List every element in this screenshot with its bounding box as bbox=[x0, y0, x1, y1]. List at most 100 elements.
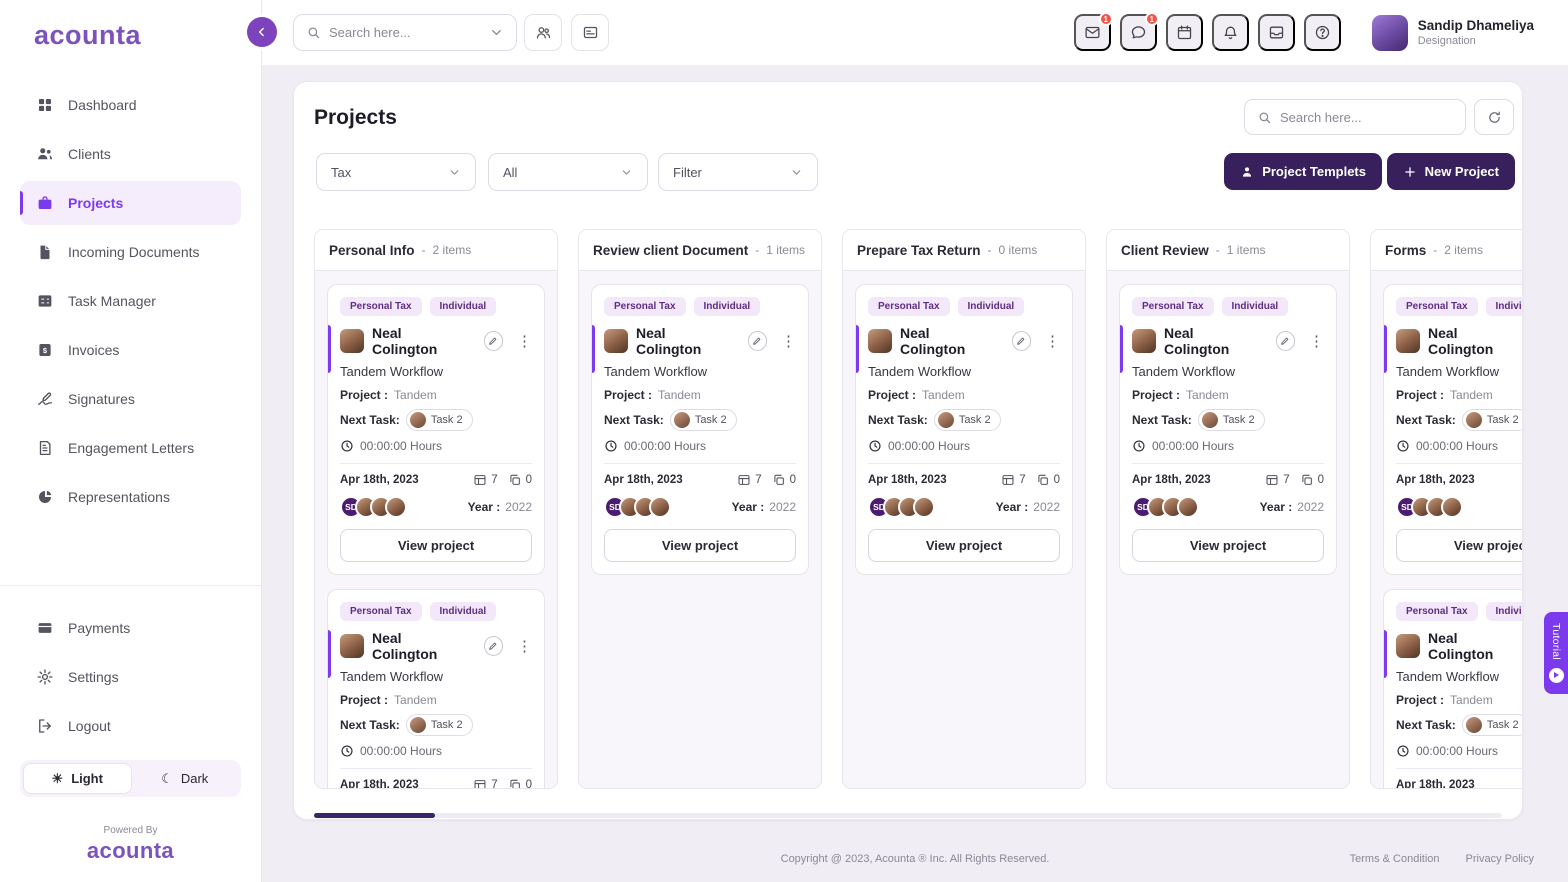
assignee-avatars: SD bbox=[868, 496, 935, 518]
help-button[interactable] bbox=[1303, 14, 1341, 51]
sidebar-item-logout[interactable]: Logout bbox=[20, 704, 241, 748]
sidebar-item-task-manager[interactable]: Task Manager bbox=[20, 279, 241, 323]
kanban-column: Client Review - 1 items Personal Tax Ind… bbox=[1106, 229, 1350, 789]
view-project-button[interactable]: View project bbox=[340, 529, 532, 562]
kebab-menu-icon[interactable]: ⋮ bbox=[1045, 332, 1060, 350]
chat-button[interactable]: 1 bbox=[1119, 12, 1159, 51]
bell-button[interactable] bbox=[1211, 14, 1249, 51]
edit-icon[interactable] bbox=[1275, 331, 1295, 351]
column-separator: - bbox=[1215, 243, 1220, 257]
hours-value: 00:00:00 Hours bbox=[1416, 439, 1499, 453]
next-task-pill[interactable]: Task 2 bbox=[405, 714, 473, 736]
view-project-button[interactable]: View project bbox=[1396, 529, 1522, 562]
edit-icon[interactable] bbox=[483, 636, 503, 656]
terms-link[interactable]: Terms & Condition bbox=[1349, 853, 1440, 865]
projects-search-input[interactable] bbox=[1280, 109, 1453, 125]
copy-icon bbox=[508, 473, 522, 487]
sidebar-item-representations[interactable]: Representations bbox=[20, 475, 241, 519]
sidebar-item-settings[interactable]: Settings bbox=[20, 655, 241, 699]
view-project-button[interactable]: View project bbox=[1132, 529, 1324, 562]
next-task-pill[interactable]: Task 2 bbox=[1197, 409, 1265, 431]
edit-icon[interactable] bbox=[483, 331, 503, 351]
project-card: Personal Tax Individual Neal Colington ⋮… bbox=[327, 589, 545, 788]
chevron-down-icon[interactable] bbox=[489, 25, 504, 40]
documents-count: 7 bbox=[1019, 474, 1026, 486]
user-name: Sandip Dhameliya bbox=[1417, 18, 1534, 33]
column-body: Personal Tax Individual Neal Colington ⋮… bbox=[1107, 271, 1349, 588]
next-task-pill[interactable]: Task 2 bbox=[933, 409, 1001, 431]
sidebar-item-projects[interactable]: Projects bbox=[20, 181, 241, 225]
theme-light-option[interactable]: ☀ Light bbox=[23, 763, 132, 794]
tax-filter-select[interactable]: Tax bbox=[316, 153, 476, 191]
tax-filter-value: Tax bbox=[331, 164, 352, 180]
documents-count: 7 bbox=[755, 474, 762, 486]
card-accent-bar bbox=[1120, 325, 1123, 373]
next-task-pill[interactable]: Task 2 bbox=[1461, 409, 1522, 431]
powered-by-label: Powered By bbox=[103, 825, 158, 836]
sidebar-item-clients[interactable]: Clients bbox=[20, 132, 241, 176]
project-templates-button[interactable]: Project Templets bbox=[1224, 153, 1382, 190]
next-task-pill[interactable]: Task 2 bbox=[669, 409, 737, 431]
quick-buttons bbox=[524, 14, 609, 51]
team-button[interactable] bbox=[524, 14, 562, 51]
column-count: 2 items bbox=[1444, 243, 1483, 257]
project-card: Personal Tax Individual Neal Colington ⋮… bbox=[591, 284, 809, 575]
year-label: Year : bbox=[995, 500, 1029, 514]
project-label: Project : bbox=[1132, 388, 1181, 402]
sidebar-item-label: Representations bbox=[68, 489, 170, 505]
global-search-input[interactable] bbox=[329, 25, 481, 40]
sidebar-item-dashboard[interactable]: Dashboard bbox=[20, 83, 241, 127]
copies-stat: 0 bbox=[772, 473, 796, 487]
filter-select[interactable]: Filter bbox=[658, 153, 818, 191]
user-menu[interactable]: Sandip Dhameliya Designation bbox=[1371, 14, 1534, 51]
column-count: 0 items bbox=[998, 243, 1038, 257]
sidebar-collapse-button[interactable] bbox=[247, 17, 277, 47]
kebab-menu-icon[interactable]: ⋮ bbox=[517, 637, 532, 655]
avatar bbox=[1177, 496, 1199, 518]
board-scrollbar-thumb[interactable] bbox=[314, 813, 435, 818]
all-filter-select[interactable]: All bbox=[488, 153, 648, 191]
tutorial-tab[interactable]: Tutorial bbox=[1544, 612, 1568, 694]
task-avatar bbox=[409, 412, 426, 428]
global-search[interactable] bbox=[293, 14, 517, 51]
kebab-menu-icon[interactable]: ⋮ bbox=[517, 332, 532, 350]
privacy-link[interactable]: Privacy Policy bbox=[1465, 853, 1534, 865]
kebab-menu-icon[interactable]: ⋮ bbox=[781, 332, 796, 350]
projects-search[interactable] bbox=[1244, 99, 1466, 135]
sidebar-item-signatures[interactable]: Signatures bbox=[20, 377, 241, 421]
new-project-button[interactable]: New Project bbox=[1386, 153, 1515, 190]
sidebar-item-payments[interactable]: Payments bbox=[20, 606, 241, 650]
column-header: Personal Info - 2 items bbox=[315, 230, 557, 271]
next-task-pill[interactable]: Task 2 bbox=[405, 409, 473, 431]
tag-personal-tax: Personal Tax bbox=[340, 602, 422, 621]
board-scrollbar-track[interactable] bbox=[314, 813, 1502, 818]
sidebar-item-invoices[interactable]: $ Invoices bbox=[20, 328, 241, 372]
workflow-name: Tandem Workflow bbox=[868, 364, 972, 379]
workflow-name: Tandem Workflow bbox=[1132, 364, 1236, 379]
view-project-button[interactable]: View project bbox=[604, 529, 796, 562]
card-accent-bar bbox=[1384, 630, 1387, 678]
drawer-button[interactable] bbox=[1257, 14, 1295, 51]
client-name: Neal Colington bbox=[372, 630, 438, 662]
calendar-button[interactable] bbox=[1165, 14, 1203, 51]
task-name: Task 2 bbox=[694, 414, 727, 426]
sidebar-item-incoming-documents[interactable]: Incoming Documents bbox=[20, 230, 241, 274]
edit-icon[interactable] bbox=[1011, 331, 1031, 351]
theme-dark-option[interactable]: ☾ Dark bbox=[132, 763, 239, 794]
next-task-pill[interactable]: Task 2 bbox=[1461, 714, 1522, 736]
sidebar-item-engagement-letters[interactable]: Engagement Letters bbox=[20, 426, 241, 470]
year-label: Year : bbox=[1259, 500, 1293, 514]
kebab-menu-icon[interactable]: ⋮ bbox=[1309, 332, 1324, 350]
card-date: Apr 18th, 2023 bbox=[1396, 474, 1475, 486]
refresh-button[interactable] bbox=[1474, 99, 1514, 135]
form-button[interactable] bbox=[571, 14, 609, 51]
mail-button[interactable]: 1 bbox=[1073, 12, 1113, 51]
tag-personal-tax: Personal Tax bbox=[1396, 602, 1478, 621]
person-icon bbox=[1240, 165, 1254, 179]
sidebar-item-label: Logout bbox=[68, 718, 111, 734]
edit-icon[interactable] bbox=[747, 331, 767, 351]
project-value: Tandem bbox=[1186, 388, 1229, 402]
column-separator: - bbox=[421, 243, 426, 257]
view-project-button[interactable]: View project bbox=[868, 529, 1060, 562]
column-separator: - bbox=[987, 243, 992, 257]
